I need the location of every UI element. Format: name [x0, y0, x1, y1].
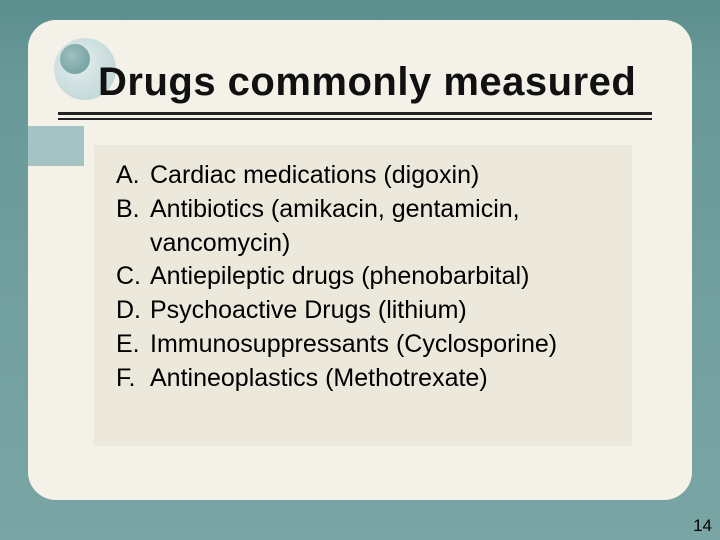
list-item-text: Psychoactive Drugs (lithium) — [150, 294, 610, 328]
corner-bullet-inner-icon — [60, 44, 90, 74]
list-item: F. Antineoplastics (Methotrexate) — [116, 362, 610, 396]
list-item-marker: F. — [116, 362, 150, 396]
list-item-marker: B. — [116, 193, 150, 261]
list-item: A. Cardiac medications (digoxin) — [116, 159, 610, 193]
list-item-marker: C. — [116, 260, 150, 294]
list-item: C. Antiepileptic drugs (phenobarbital) — [116, 260, 610, 294]
page-number: 14 — [693, 516, 712, 536]
accent-block — [28, 126, 84, 166]
list-item-text: Immunosuppressants (Cyclosporine) — [150, 328, 610, 362]
list-item: B. Antibiotics (amikacin, gentamicin, va… — [116, 193, 610, 261]
body-panel: A. Cardiac medications (digoxin) B. Anti… — [94, 145, 632, 446]
title-underline-thick — [58, 112, 652, 115]
slide: Drugs commonly measured A. Cardiac medic… — [0, 0, 720, 540]
list-item-text: Antibiotics (amikacin, gentamicin, vanco… — [150, 193, 610, 261]
list-item-marker: A. — [116, 159, 150, 193]
list-item-marker: E. — [116, 328, 150, 362]
list-item-text: Antineoplastics (Methotrexate) — [150, 362, 610, 396]
list-item-text: Cardiac medications (digoxin) — [150, 159, 610, 193]
list-item-marker: D. — [116, 294, 150, 328]
title-underline-thin — [58, 118, 652, 120]
list-item: E. Immunosuppressants (Cyclosporine) — [116, 328, 610, 362]
page-title: Drugs commonly measured — [98, 60, 636, 105]
list-item: D. Psychoactive Drugs (lithium) — [116, 294, 610, 328]
drug-list: A. Cardiac medications (digoxin) B. Anti… — [116, 159, 610, 395]
list-item-text: Antiepileptic drugs (phenobarbital) — [150, 260, 610, 294]
content-card: Drugs commonly measured A. Cardiac medic… — [28, 20, 692, 500]
